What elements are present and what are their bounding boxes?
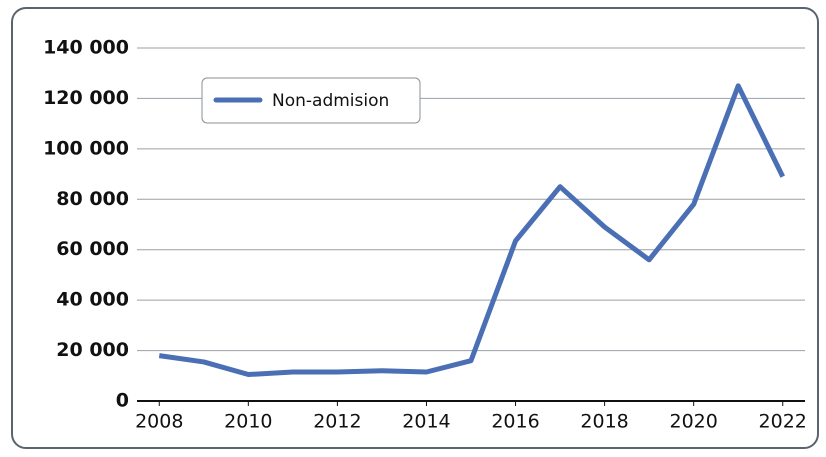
frame: [11, 7, 819, 449]
line: [158, 83, 785, 378]
y-tick-label: 40 000: [56, 289, 129, 311]
legend-box: [201, 77, 421, 124]
x-tick-label: 2010: [224, 411, 272, 433]
y-tick-label: 140 000: [43, 37, 129, 59]
y-tick-label: 120 000: [43, 87, 129, 109]
x-tick-label: 2020: [669, 411, 717, 433]
legend-label: Non-admision: [272, 91, 389, 111]
y-tick-label: 60 000: [56, 238, 129, 260]
x-tick-label: 2016: [491, 411, 539, 433]
y-tick-label: 20 000: [56, 339, 129, 361]
y-tick-label: 0: [116, 390, 129, 412]
y-tick-label: 80 000: [56, 188, 129, 210]
y-tick-label: 100 000: [43, 137, 129, 159]
x-tick-label: 2018: [580, 411, 628, 433]
x-tick-label: 2014: [402, 411, 450, 433]
x-tick-label: 2012: [313, 411, 361, 433]
x-tick-label: 2008: [135, 411, 183, 433]
x-tick-label: 2022: [759, 411, 807, 433]
